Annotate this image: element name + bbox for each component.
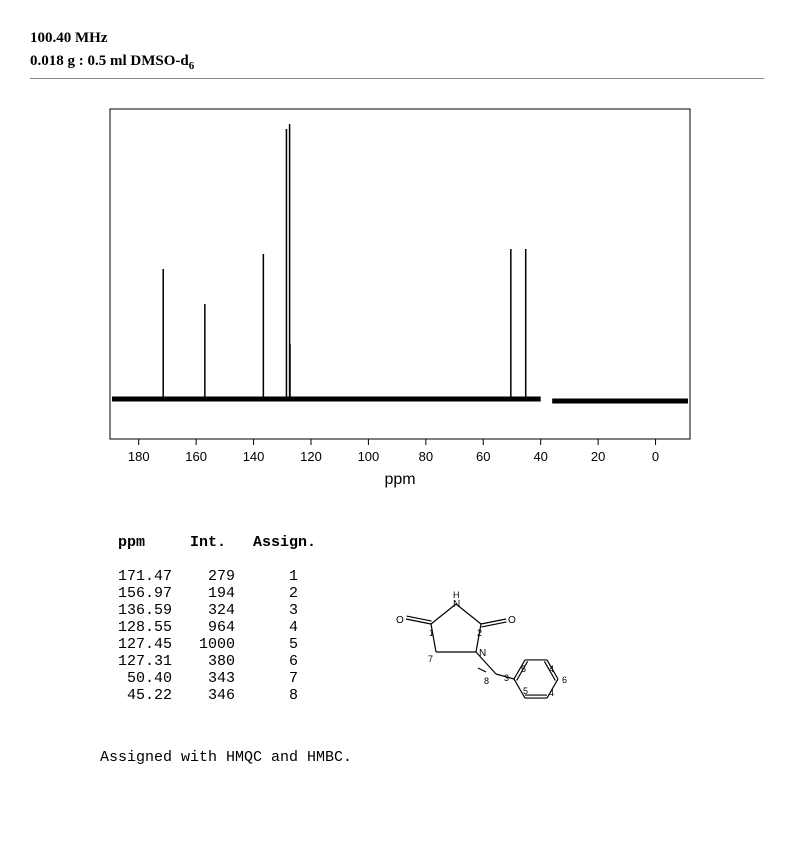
header-sample-sub: 6 — [189, 60, 195, 72]
svg-text:120: 120 — [300, 449, 322, 464]
svg-text:0: 0 — [652, 449, 659, 464]
header-sample: 0.018 g : 0.5 ml DMSO-d6 — [30, 53, 764, 72]
svg-text:60: 60 — [476, 449, 490, 464]
svg-text:100: 100 — [358, 449, 380, 464]
svg-text:O: O — [508, 615, 516, 626]
svg-text:8: 8 — [484, 676, 489, 686]
assignment-note: Assigned with HMQC and HMBC. — [100, 749, 764, 766]
svg-text:O: O — [396, 615, 404, 626]
chemical-structure-diagram: OOHNN1278354645 — [376, 574, 596, 729]
svg-text:20: 20 — [591, 449, 605, 464]
svg-text:180: 180 — [128, 449, 150, 464]
header-frequency: 100.40 MHz — [30, 30, 764, 47]
svg-text:4: 4 — [549, 664, 554, 674]
header-sample-text: 0.018 g : 0.5 ml DMSO-d — [30, 53, 189, 69]
svg-text:5: 5 — [523, 686, 528, 696]
svg-text:N: N — [453, 599, 460, 610]
svg-text:6: 6 — [562, 675, 567, 685]
svg-text:2: 2 — [477, 628, 482, 638]
nmr-spectrum-chart: 180 160 140 120 100 80 60 40 20 0 ppm — [100, 99, 764, 504]
svg-text:140: 140 — [243, 449, 265, 464]
peak-table-body: 171.47 279 1 156.97 194 2 136.59 324 3 1… — [100, 568, 298, 704]
divider — [30, 78, 764, 79]
svg-text:7: 7 — [428, 654, 433, 664]
peak-table: ppm Int. Assign. 171.47 279 1 156.97 194… — [100, 534, 316, 729]
svg-text:4: 4 — [549, 688, 554, 698]
svg-text:40: 40 — [533, 449, 547, 464]
peak-table-header: ppm Int. Assign. — [100, 534, 316, 551]
svg-text:5: 5 — [521, 664, 526, 674]
svg-text:80: 80 — [419, 449, 433, 464]
svg-text:1: 1 — [429, 628, 434, 638]
svg-text:3: 3 — [504, 673, 509, 683]
svg-text:ppm: ppm — [384, 471, 415, 488]
svg-text:160: 160 — [185, 449, 207, 464]
